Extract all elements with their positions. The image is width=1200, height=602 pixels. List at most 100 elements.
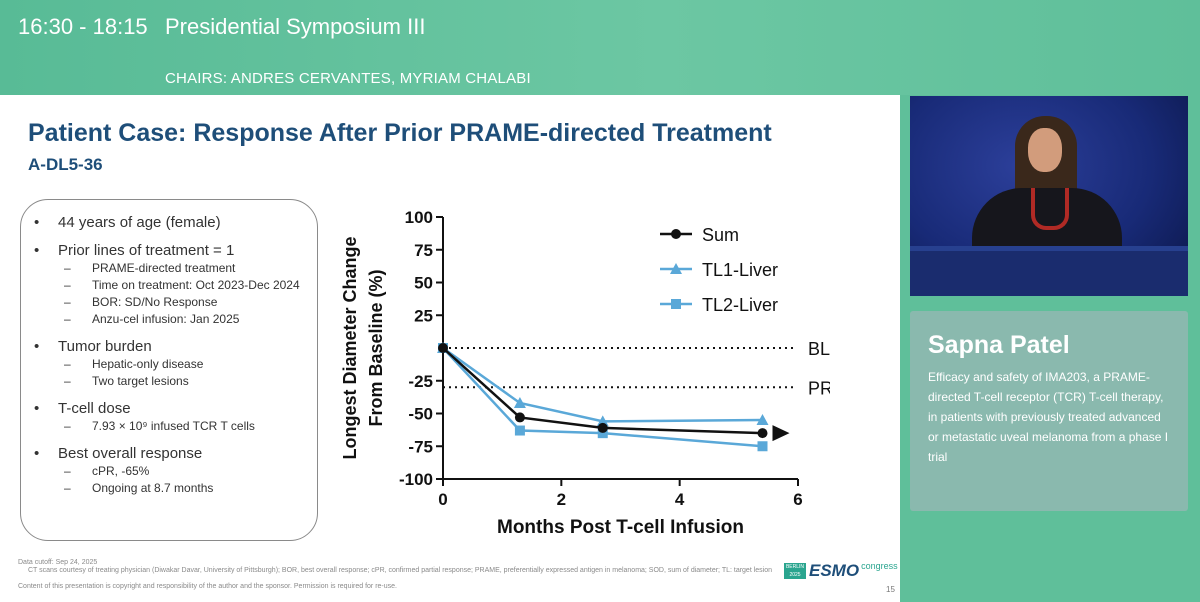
bullet-icon: •	[34, 242, 40, 259]
x-tick-label: 0	[438, 490, 447, 509]
reference-label-bl: BL	[808, 339, 830, 359]
data-point-sum	[514, 412, 525, 423]
footnote-abbreviations: CT scans courtesy of treating physician …	[28, 567, 773, 574]
session-header: 16:30 - 18:15 Presidential Symposium III…	[0, 0, 1200, 95]
case-item: • T-cell dose – 7.93 × 10⁹ infused TCR T ce…	[34, 399, 314, 435]
reference-label-pr: PR	[808, 378, 830, 398]
data-point-tl2-liver	[514, 425, 525, 436]
y-axis-label-line1: Longest Diameter Change	[340, 236, 360, 459]
legend-marker-tl1-liver	[670, 263, 682, 274]
y-tick-label: 25	[414, 306, 433, 325]
series-line-tl2-liver	[442, 347, 763, 448]
esmo-congress-logo: BERLIN 2025 ESMO congress	[784, 561, 898, 581]
y-tick-label: -50	[408, 405, 433, 424]
dash-icon: –	[64, 419, 71, 433]
case-item: • Best overall response – cPR, -65% – Ongoing…	[34, 444, 314, 497]
case-item-main: • 44 years of age (female)	[34, 213, 314, 232]
data-point-tl1-liver	[756, 414, 769, 426]
dash-icon: –	[64, 261, 71, 275]
case-item-label: Best overall response	[58, 445, 203, 462]
slide-number: 15	[886, 585, 895, 594]
data-point-tl1-liver	[513, 397, 526, 409]
x-axis-label: Months Post T-cell Infusion	[497, 517, 744, 538]
dash-icon: –	[64, 464, 71, 478]
dash-icon: –	[64, 357, 71, 371]
series-line-sum	[442, 347, 763, 435]
presentation-slide: Patient Case: Response After Prior PRAME…	[0, 95, 900, 602]
speaker-talk-title: Efficacy and safety of IMA203, a PRAME-d…	[928, 370, 1169, 464]
speaker-video	[910, 96, 1188, 296]
case-sub-item: – BOR: SD/No Response	[34, 294, 314, 311]
case-sub-item-label: cPR, -65%	[92, 464, 150, 478]
ongoing-arrow-icon	[772, 425, 790, 442]
case-sub-item-label: Time on treatment: Oct 2023-Dec 2024	[92, 278, 300, 292]
y-tick-label: 75	[414, 241, 433, 260]
data-point-sum	[757, 428, 768, 439]
case-sub-item-label: Ongoing at 8.7 months	[92, 481, 214, 495]
bullet-icon: •	[34, 400, 40, 417]
dash-icon: –	[64, 312, 71, 326]
data-point-sum	[438, 343, 448, 353]
case-item-label: Tumor burden	[58, 338, 152, 355]
case-item-main: • T-cell dose	[34, 399, 314, 418]
x-tick-label: 4	[675, 490, 685, 509]
y-tick-label: -25	[408, 372, 433, 391]
speaker-necklace	[1031, 188, 1069, 230]
case-sub-item: – 7.93 × 10⁹ infused TCR T cells	[34, 418, 314, 435]
legend-marker-tl2-liver	[671, 299, 681, 309]
logo-city: BERLIN 2025	[784, 563, 806, 579]
case-item-main: • Tumor burden	[34, 337, 314, 356]
patient-case-list: • 44 years of age (female) • Prior lines of…	[34, 213, 314, 506]
case-sub-item-label: Hepatic-only disease	[92, 357, 204, 371]
case-item-label: Prior lines of treatment = 1	[58, 242, 235, 259]
bullet-icon: •	[34, 214, 40, 231]
bullet-icon: •	[34, 338, 40, 355]
case-sub-item-label: 7.93 × 10⁹ infused TCR T cells	[92, 419, 255, 433]
legend-label-tl1-liver: TL1-Liver	[702, 260, 778, 280]
case-item: • Prior lines of treatment = 1 – PRAME-dire…	[34, 241, 314, 328]
session-title: Presidential Symposium III	[165, 14, 426, 39]
case-sub-item-label: Two target lesions	[92, 374, 189, 388]
dash-icon: –	[64, 295, 71, 309]
dash-icon: –	[64, 374, 71, 388]
case-sub-item-label: BOR: SD/No Response	[92, 295, 218, 309]
y-tick-label: -100	[399, 470, 433, 489]
case-sub-item: – Two target lesions	[34, 373, 314, 390]
dash-icon: –	[64, 278, 71, 292]
series-line-tl1-liver	[442, 346, 763, 423]
case-sub-item: – Ongoing at 8.7 months	[34, 480, 314, 497]
speaker-face	[1028, 128, 1062, 172]
case-sub-item-label: Anzu-cel infusion: Jan 2025	[92, 312, 240, 326]
case-sub-item: – Anzu-cel infusion: Jan 2025	[34, 311, 314, 328]
speaker-card: Sapna Patel Efficacy and safety of IMA20…	[910, 311, 1188, 511]
footnote-copyright: Content of this presentation is copyrigh…	[18, 583, 397, 590]
y-axis-label-line2: From Baseline (%)	[366, 269, 386, 426]
legend-marker-sum	[671, 229, 681, 239]
speaker-body	[972, 188, 1122, 253]
case-sub-item: – Time on treatment: Oct 2023-Dec 2024	[34, 277, 314, 294]
case-sub-item: – cPR, -65%	[34, 463, 314, 480]
case-sub-item-label: PRAME-directed treatment	[92, 261, 236, 275]
speaker-name: Sapna Patel	[928, 331, 1070, 359]
session-chairs: CHAIRS: ANDRES CERVANTES, MYRIAM CHALABI	[165, 70, 531, 87]
y-tick-label: 100	[405, 208, 433, 227]
x-tick-label: 6	[793, 490, 802, 509]
slide-subtitle: A-DL5-36	[28, 155, 103, 174]
patient-case-box	[20, 199, 318, 541]
response-chart: 100 75 50 25 -25 -50 -75 -100 0 2 4 6 Months Post T-…	[340, 208, 830, 538]
slide-title: Patient Case: Response After Prior PRAME…	[28, 119, 772, 147]
case-item: • 44 years of age (female)	[34, 213, 314, 232]
y-tick-label: 50	[414, 274, 433, 293]
case-item: • Tumor burden – Hepatic-only disease – Two t…	[34, 337, 314, 390]
dash-icon: –	[64, 481, 71, 495]
podium	[910, 251, 1188, 296]
case-item-label: 44 years of age (female)	[58, 214, 221, 231]
logo-name: ESMO	[809, 561, 860, 580]
session-time: 16:30 - 18:15	[18, 14, 148, 39]
case-sub-item: – Hepatic-only disease	[34, 356, 314, 373]
y-tick-label: -75	[408, 437, 433, 456]
data-point-tl1-liver	[596, 415, 609, 427]
logo-suffix: congress	[861, 561, 898, 571]
legend-label-tl2-liver: TL2-Liver	[702, 295, 778, 315]
footnote-data-cutoff: Data cutoff: Sep 24, 2025	[18, 559, 98, 566]
